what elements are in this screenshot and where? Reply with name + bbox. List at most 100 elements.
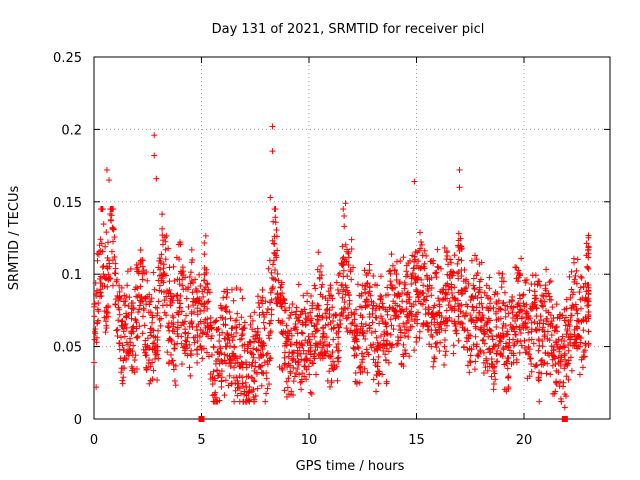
- data-point: [93, 287, 100, 294]
- data-point: [406, 353, 413, 360]
- data-point: [288, 327, 295, 334]
- data-point: [170, 314, 177, 321]
- data-point: [561, 404, 568, 411]
- data-point: [226, 372, 233, 379]
- data-point: [394, 340, 401, 347]
- data-point: [526, 346, 533, 353]
- data-point: [231, 344, 238, 351]
- data-point: [184, 334, 191, 341]
- data-point: [97, 289, 104, 296]
- data-point: [178, 333, 185, 340]
- data-point: [535, 347, 542, 354]
- data-point: [293, 342, 300, 349]
- data-point: [234, 377, 241, 384]
- data-point: [328, 292, 335, 299]
- data-point: [195, 321, 202, 328]
- data-point: [537, 282, 544, 289]
- data-point: [372, 328, 379, 335]
- data-point: [470, 307, 477, 314]
- data-point: [391, 266, 398, 273]
- data-point: [353, 336, 360, 343]
- data-point: [244, 348, 251, 355]
- data-point: [222, 360, 229, 367]
- data-point: [491, 343, 498, 350]
- data-point: [134, 334, 141, 341]
- data-point: [345, 249, 352, 256]
- data-point: [404, 289, 411, 296]
- data-point: [200, 307, 207, 314]
- data-point: [463, 276, 470, 283]
- data-point: [114, 326, 121, 333]
- data-point: [233, 317, 240, 324]
- data-point: [149, 359, 156, 366]
- data-point: [526, 351, 533, 358]
- data-point: [104, 309, 111, 316]
- data-point: [231, 398, 238, 405]
- data-point: [120, 347, 127, 354]
- data-point: [207, 370, 214, 377]
- data-point: [461, 327, 468, 334]
- data-point: [139, 270, 146, 277]
- data-point: [447, 268, 454, 275]
- data-point: [585, 328, 592, 335]
- data-point: [166, 278, 173, 285]
- data-point: [227, 315, 234, 322]
- data-point: [324, 301, 331, 308]
- data-point: [260, 319, 267, 326]
- data-point: [252, 392, 259, 399]
- data-point: [255, 299, 262, 306]
- data-point: [108, 248, 115, 255]
- data-point: [165, 290, 172, 297]
- data-point: [261, 359, 268, 366]
- data-point: [375, 380, 382, 387]
- data-point: [373, 388, 380, 395]
- data-point: [311, 322, 318, 329]
- data-point: [233, 285, 240, 292]
- data-point: [472, 333, 479, 340]
- data-point: [290, 378, 297, 385]
- data-point: [538, 361, 545, 368]
- data-point: [352, 369, 359, 376]
- data-point: [553, 367, 560, 374]
- data-point: [247, 313, 254, 320]
- data-point: [557, 358, 564, 365]
- data-point: [110, 238, 117, 245]
- data-point: [366, 261, 373, 268]
- data-point: [161, 309, 168, 316]
- data-point: [192, 276, 199, 283]
- data-point: [472, 252, 479, 259]
- data-point: [294, 365, 301, 372]
- data-point: [212, 398, 219, 405]
- data-point: [418, 241, 425, 248]
- data-point: [136, 302, 143, 309]
- data-point: [499, 270, 506, 277]
- data-point: [367, 342, 374, 349]
- data-point: [296, 371, 303, 378]
- data-point: [395, 313, 402, 320]
- data-point: [415, 293, 422, 300]
- data-point: [143, 346, 150, 353]
- data-point: [285, 375, 292, 382]
- data-point: [223, 308, 230, 315]
- data-point: [149, 319, 156, 326]
- data-point: [565, 376, 572, 383]
- data-point: [511, 328, 518, 335]
- x-axis-label: GPS time / hours: [296, 459, 405, 474]
- data-point: [551, 355, 558, 362]
- data-point: [93, 384, 100, 391]
- data-point: [103, 166, 110, 173]
- data-point: [510, 350, 517, 357]
- data-point: [367, 292, 374, 299]
- data-point: [525, 329, 532, 336]
- data-point: [394, 334, 401, 341]
- data-point: [269, 261, 276, 268]
- data-point: [159, 211, 166, 218]
- data-point: [355, 364, 362, 371]
- data-point: [418, 276, 425, 283]
- data-point: [444, 295, 451, 302]
- data-point: [526, 355, 533, 362]
- data-point: [478, 327, 485, 334]
- data-point: [224, 331, 231, 338]
- y-tick-label: 0.15: [53, 196, 82, 211]
- data-point: [197, 282, 204, 289]
